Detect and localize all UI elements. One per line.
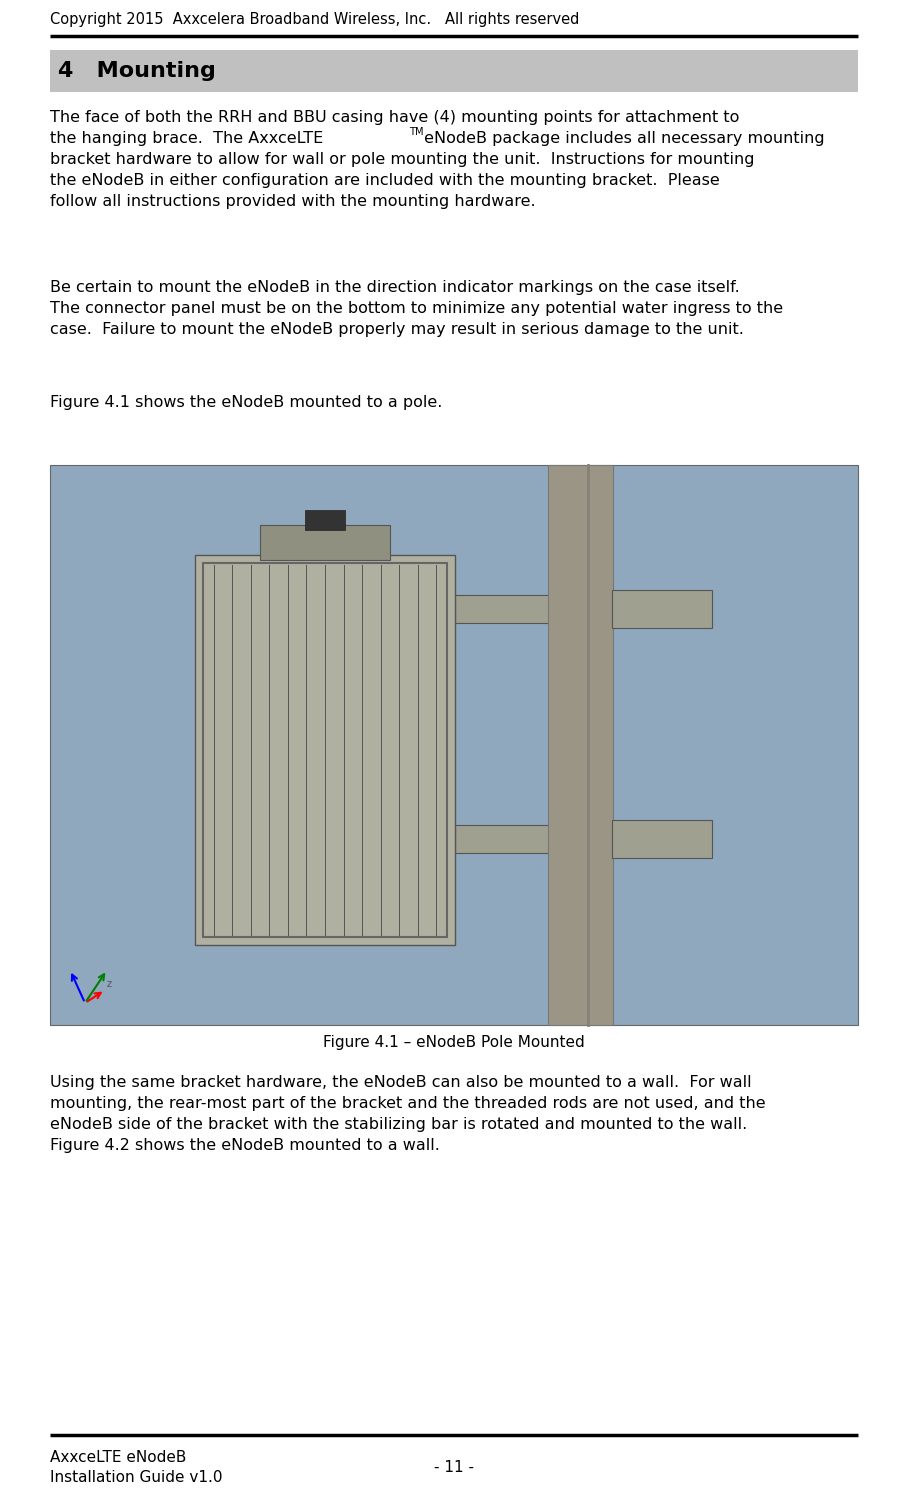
Text: case.  Failure to mount the eNodeB properly may result in serious damage to the : case. Failure to mount the eNodeB proper… — [50, 322, 744, 337]
Text: TM: TM — [409, 127, 423, 137]
Bar — [195, 555, 455, 944]
Text: Figure 4.1 shows the eNodeB mounted to a pole.: Figure 4.1 shows the eNodeB mounted to a… — [50, 395, 442, 410]
Bar — [305, 510, 345, 530]
Bar — [455, 825, 588, 853]
Text: The connector panel must be on the bottom to minimize any potential water ingres: The connector panel must be on the botto… — [50, 301, 783, 316]
Text: mounting, the rear-most part of the bracket and the threaded rods are not used, : mounting, the rear-most part of the brac… — [50, 1097, 765, 1112]
Text: AxxceLTE eNodeB: AxxceLTE eNodeB — [50, 1450, 186, 1465]
Text: the hanging brace.  The AxxceLTE: the hanging brace. The AxxceLTE — [50, 131, 323, 146]
Text: eNodeB package includes all necessary mounting: eNodeB package includes all necessary mo… — [419, 131, 824, 146]
Text: Using the same bracket hardware, the eNodeB can also be mounted to a wall.  For : Using the same bracket hardware, the eNo… — [50, 1076, 752, 1091]
Text: Figure 4.1 – eNodeB Pole Mounted: Figure 4.1 – eNodeB Pole Mounted — [323, 1035, 585, 1050]
Bar — [260, 525, 390, 560]
Text: 4   Mounting: 4 Mounting — [58, 61, 216, 81]
Text: The face of both the RRH and BBU casing have (4) mounting points for attachment : The face of both the RRH and BBU casing … — [50, 110, 739, 125]
Text: Be certain to mount the eNodeB in the direction indicator markings on the case i: Be certain to mount the eNodeB in the di… — [50, 280, 740, 295]
Bar — [455, 595, 588, 624]
Bar — [612, 589, 712, 628]
Bar — [612, 821, 712, 858]
Text: bracket hardware to allow for wall or pole mounting the unit.  Instructions for : bracket hardware to allow for wall or po… — [50, 152, 755, 167]
Text: Copyright 2015  Axxcelera Broadband Wireless, Inc.   All rights reserved: Copyright 2015 Axxcelera Broadband Wirel… — [50, 12, 579, 27]
Text: - 11 -: - 11 - — [434, 1461, 474, 1476]
Text: follow all instructions provided with the mounting hardware.: follow all instructions provided with th… — [50, 194, 536, 209]
Bar — [50, 51, 858, 93]
Bar — [203, 562, 447, 937]
Text: Installation Guide v1.0: Installation Guide v1.0 — [50, 1470, 222, 1485]
Text: z: z — [107, 979, 112, 989]
Bar — [548, 466, 613, 1025]
Bar — [50, 466, 858, 1025]
Text: the eNodeB in either configuration are included with the mounting bracket.  Plea: the eNodeB in either configuration are i… — [50, 173, 720, 188]
Text: eNodeB side of the bracket with the stabilizing bar is rotated and mounted to th: eNodeB side of the bracket with the stab… — [50, 1118, 747, 1132]
Text: Figure 4.2 shows the eNodeB mounted to a wall.: Figure 4.2 shows the eNodeB mounted to a… — [50, 1138, 439, 1153]
